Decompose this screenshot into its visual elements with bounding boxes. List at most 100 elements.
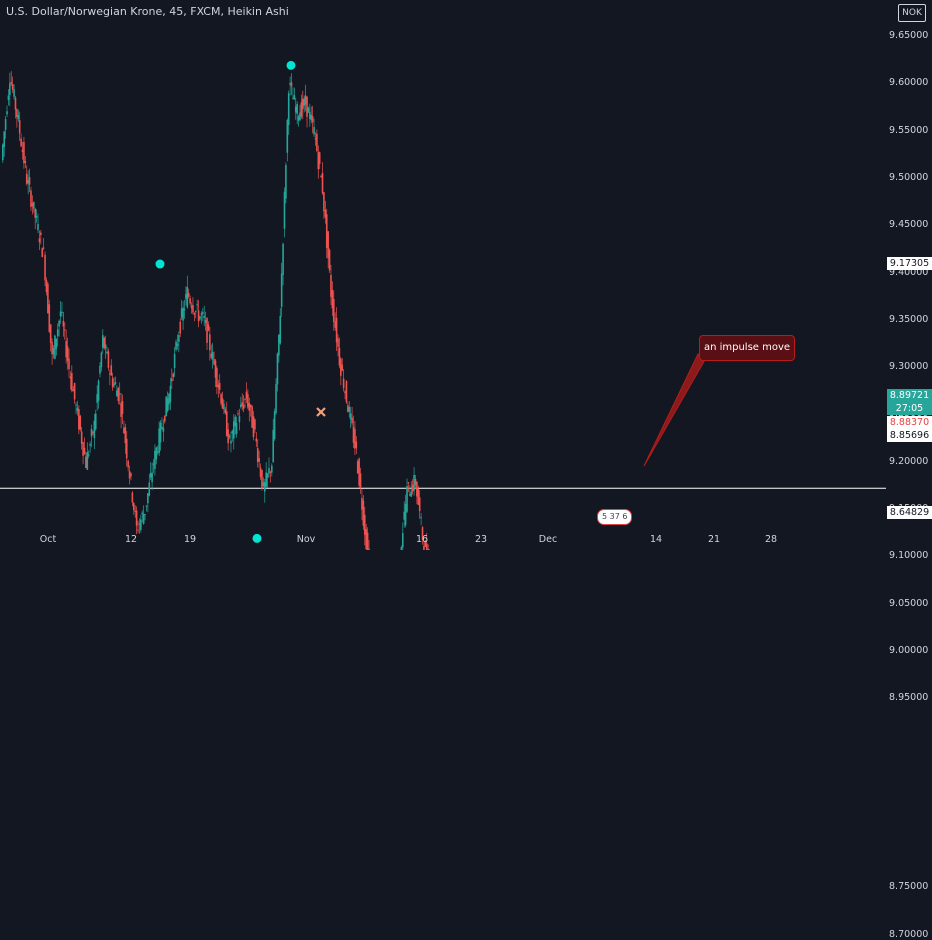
candle-down bbox=[217, 384, 220, 388]
candle-down bbox=[345, 381, 348, 403]
candle-up bbox=[292, 98, 294, 100]
candle-down bbox=[10, 82, 13, 84]
candle-down bbox=[38, 238, 41, 243]
candle-up bbox=[162, 427, 165, 432]
candle-up bbox=[276, 353, 279, 385]
candle-up bbox=[13, 89, 15, 97]
candle-up bbox=[271, 465, 273, 473]
currency-badge[interactable]: NOK bbox=[898, 4, 926, 22]
candle-up bbox=[307, 107, 310, 113]
candle-up bbox=[234, 416, 236, 427]
candle-down bbox=[424, 541, 427, 547]
candle-down bbox=[327, 231, 329, 259]
candle-down bbox=[241, 402, 244, 406]
price-tick-label: 9.45000 bbox=[889, 219, 929, 231]
horizontal-levels bbox=[0, 487, 886, 489]
candle-up bbox=[403, 511, 406, 520]
candle-down bbox=[320, 175, 322, 178]
time-tick-label: 21 bbox=[707, 534, 721, 545]
candle-up bbox=[7, 95, 10, 100]
price-tick-label: 9.20000 bbox=[889, 455, 929, 467]
candle-down bbox=[300, 102, 303, 117]
candle-down bbox=[103, 337, 106, 349]
events-badge[interactable]: 5 37 6 bbox=[597, 509, 633, 525]
candle-up bbox=[104, 344, 107, 349]
candle-up bbox=[238, 416, 241, 423]
candle-up bbox=[148, 482, 151, 496]
candle-up bbox=[228, 435, 231, 438]
candle-down bbox=[417, 488, 420, 505]
price-scale[interactable] bbox=[886, 0, 932, 550]
candle-up bbox=[151, 472, 153, 483]
candle-up bbox=[166, 398, 169, 412]
candle-up bbox=[178, 334, 180, 342]
candle-down bbox=[127, 460, 129, 468]
candle-down bbox=[220, 394, 222, 404]
candle-up bbox=[409, 494, 411, 496]
candle-down bbox=[365, 529, 367, 550]
candle-down bbox=[407, 482, 410, 484]
price-tick-label: 8.75000 bbox=[889, 881, 929, 893]
candle-down bbox=[117, 387, 120, 401]
candle-down bbox=[337, 338, 339, 347]
candle-up bbox=[296, 103, 298, 114]
x-mark-stroke bbox=[316, 407, 326, 417]
candle-up bbox=[155, 447, 158, 460]
candle-down bbox=[41, 248, 44, 258]
candle-down bbox=[80, 431, 83, 444]
candle-up bbox=[149, 472, 152, 478]
time-tick-label: 23 bbox=[474, 534, 488, 545]
candle-up bbox=[199, 316, 201, 320]
candle-down bbox=[252, 416, 255, 438]
candle-down bbox=[344, 391, 346, 394]
candle-down bbox=[44, 254, 46, 281]
candle-up bbox=[93, 420, 96, 439]
annotation-callout[interactable]: an impulse move bbox=[699, 335, 795, 361]
candle-up bbox=[313, 127, 315, 135]
candle-down bbox=[28, 177, 31, 185]
candle-up bbox=[140, 519, 142, 531]
candle-down bbox=[14, 97, 17, 110]
price-tick-label: 9.30000 bbox=[889, 361, 929, 373]
candle-down bbox=[207, 324, 210, 331]
candle-up bbox=[141, 512, 144, 515]
candle-up bbox=[204, 320, 207, 323]
candle-down bbox=[316, 133, 318, 152]
candle-down bbox=[249, 404, 252, 408]
candle-down bbox=[361, 498, 363, 510]
candle-down bbox=[255, 438, 258, 442]
marker-dot bbox=[252, 533, 262, 543]
price-tick-label: 9.00000 bbox=[889, 644, 929, 656]
candle-up bbox=[58, 320, 60, 327]
candle-up bbox=[279, 315, 282, 344]
candle-up bbox=[194, 311, 197, 313]
price-tick-label: 9.35000 bbox=[889, 313, 929, 325]
candle-down bbox=[25, 173, 28, 184]
candle-down bbox=[314, 138, 317, 140]
candle-down bbox=[351, 417, 353, 424]
candle-up bbox=[297, 116, 300, 121]
candle-down bbox=[245, 391, 248, 399]
candle-down bbox=[304, 95, 307, 105]
candle-down bbox=[334, 321, 336, 328]
candle-down bbox=[210, 353, 213, 358]
candle-down bbox=[324, 209, 327, 218]
candle-down bbox=[221, 398, 224, 409]
candle-down bbox=[128, 471, 131, 479]
symbol-title: U.S. Dollar/Norwegian Krone, 45, FXCM, H… bbox=[6, 5, 289, 18]
candle-down bbox=[30, 190, 32, 207]
candle-up bbox=[406, 485, 408, 512]
price-tick-label: 9.60000 bbox=[889, 77, 929, 89]
candle-down bbox=[258, 458, 260, 462]
candle-down bbox=[206, 318, 208, 343]
candle-down bbox=[347, 405, 349, 412]
candle-down bbox=[200, 313, 203, 315]
candle-up bbox=[37, 223, 39, 231]
time-tick-label: 19 bbox=[183, 534, 197, 545]
candle-down bbox=[65, 340, 67, 358]
candle-down bbox=[72, 389, 75, 392]
price-chart[interactable] bbox=[0, 0, 932, 550]
candle-up bbox=[235, 423, 238, 434]
candle-down bbox=[120, 402, 122, 417]
time-tick-label: 14 bbox=[649, 534, 663, 545]
